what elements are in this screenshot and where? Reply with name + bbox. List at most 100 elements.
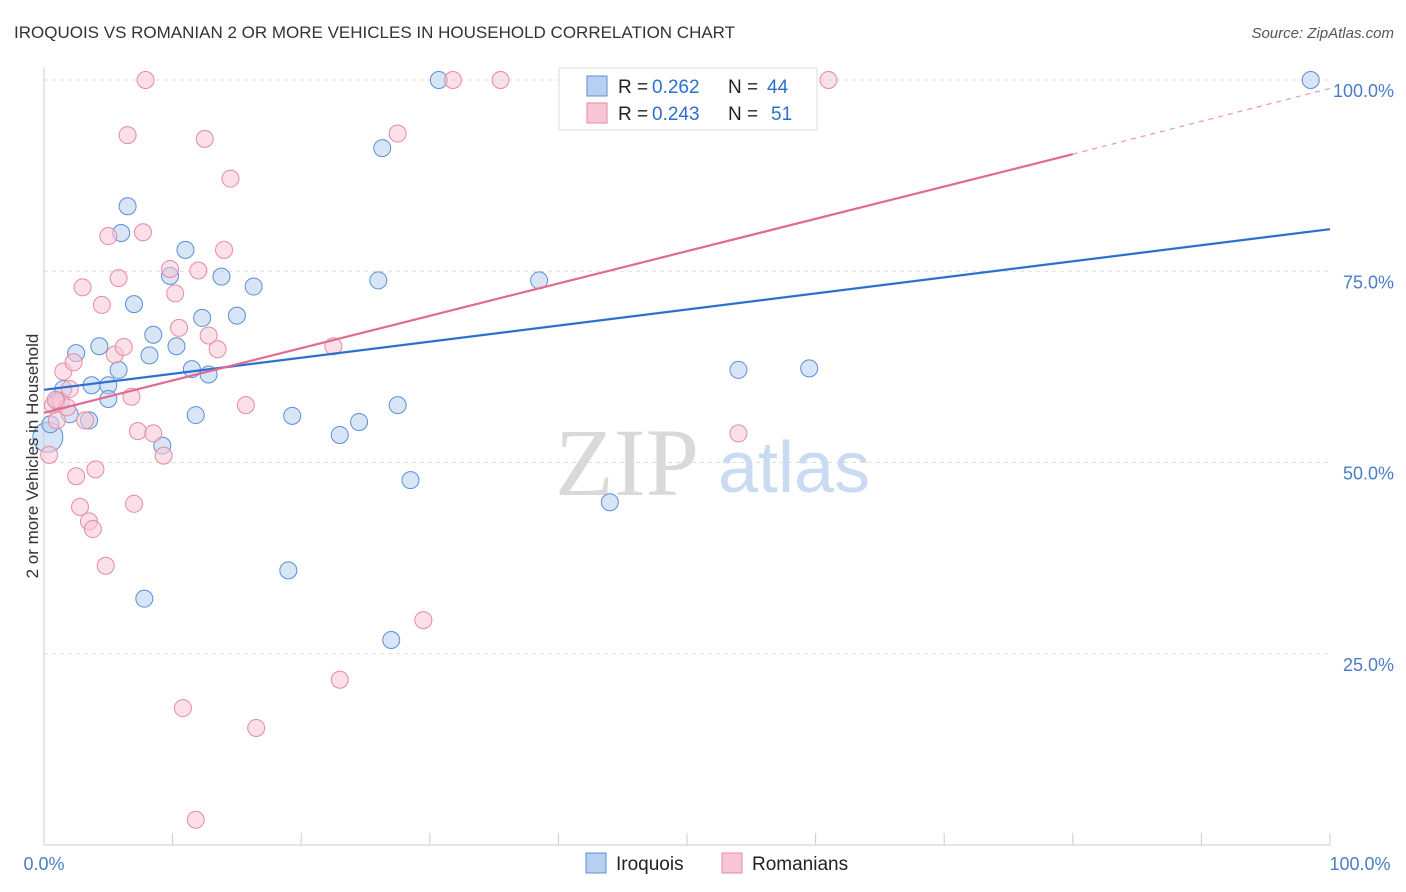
point-iroquois-8 (90, 337, 109, 356)
legend-n-value-romanians: 51 (771, 104, 792, 125)
chart-source: Source: ZipAtlas.com (1251, 25, 1394, 42)
series-legend: Iroquois Romanians (585, 852, 848, 875)
watermark-zip: ZIP (555, 409, 699, 516)
bottom-legend-swatch-iroquois (585, 852, 607, 874)
point-romanians-37 (221, 169, 240, 188)
y-tick-label-25: 25.0% (1343, 655, 1394, 675)
series-iroquois-points (32, 71, 1320, 649)
point-romanians-14 (96, 556, 115, 575)
point-iroquois-41 (800, 359, 819, 378)
trend-line-extension-romanians (1072, 87, 1331, 155)
point-romanians-19 (118, 126, 137, 145)
point-romanians-41 (330, 670, 349, 689)
point-romanians-36 (215, 240, 234, 259)
point-romanians-42 (388, 124, 407, 143)
point-romanians-28 (166, 284, 185, 303)
y-tick-label-100: 100.0% (1333, 81, 1394, 101)
point-iroquois-15 (140, 346, 159, 365)
point-iroquois-14 (125, 295, 144, 314)
point-romanians-9 (73, 278, 92, 297)
point-romanians-12 (86, 460, 105, 479)
point-romanians-34 (195, 129, 214, 148)
point-romanians-26 (154, 446, 173, 465)
y-axis-title: 2 or more Vehicles in Household (23, 334, 42, 579)
point-iroquois-13 (118, 197, 137, 216)
point-iroquois-31 (350, 412, 369, 431)
bottom-legend-swatch-romanians (721, 852, 743, 874)
point-romanians-18 (114, 337, 133, 356)
point-romanians-23 (134, 223, 153, 242)
point-iroquois-42 (135, 589, 154, 608)
point-romanians-50 (46, 390, 65, 409)
point-iroquois-33 (373, 139, 392, 158)
point-romanians-32 (189, 261, 208, 280)
point-iroquois-25 (212, 267, 231, 286)
point-romanians-29 (170, 318, 189, 337)
y-tick-label-50: 50.0% (1343, 464, 1394, 484)
point-romanians-48 (76, 411, 95, 430)
point-romanians-11 (83, 520, 102, 539)
point-romanians-45 (491, 71, 510, 89)
bottom-legend-label-iroquois: Iroquois (616, 854, 684, 875)
legend-r-label-romanians: R = (618, 104, 648, 125)
point-iroquois-35 (388, 396, 407, 415)
point-iroquois-16 (144, 325, 163, 344)
point-romanians-22 (128, 422, 147, 441)
point-iroquois-26 (227, 306, 246, 325)
point-iroquois-28 (279, 561, 298, 580)
point-romanians-21 (125, 494, 144, 513)
point-romanians-31 (186, 810, 205, 829)
point-iroquois-22 (186, 406, 205, 425)
bottom-legend-label-romanians: Romanians (752, 854, 848, 875)
point-romanians-6 (64, 353, 83, 372)
series-romanians-points (40, 71, 838, 829)
point-romanians-38 (236, 396, 255, 415)
point-romanians-39 (247, 718, 266, 737)
point-romanians-30 (173, 699, 192, 718)
point-romanians-24 (136, 71, 155, 89)
point-romanians-0 (40, 445, 59, 464)
point-iroquois-19 (167, 337, 186, 356)
stats-legend: R = 0.262 N = 44 R = 0.243 N = 51 (558, 67, 818, 131)
y-tick-labels: 25.0% 50.0% 75.0% 100.0% (1333, 81, 1394, 675)
point-iroquois-36 (401, 471, 420, 490)
y-tick-label-75: 75.0% (1343, 272, 1394, 292)
legend-r-value-romanians: 0.243 (652, 104, 700, 125)
point-romanians-46 (729, 424, 748, 443)
watermark-atlas: atlas (718, 428, 870, 508)
point-iroquois-11 (109, 360, 128, 379)
x-tick-label-0: 0.0% (23, 854, 64, 874)
point-romanians-2 (47, 411, 66, 430)
legend-n-label-iroquois: N = (728, 77, 758, 98)
point-romanians-13 (92, 295, 111, 314)
point-iroquois-29 (283, 406, 302, 425)
point-iroquois-23 (193, 308, 212, 327)
point-romanians-17 (109, 269, 128, 288)
point-iroquois-39 (600, 493, 619, 512)
point-romanians-8 (71, 497, 90, 516)
legend-n-value-iroquois: 44 (767, 77, 789, 98)
trend-lines (43, 87, 1331, 414)
point-romanians-47 (819, 71, 838, 89)
legend-n-label-romanians: N = (728, 104, 758, 125)
legend-swatch-iroquois (586, 75, 608, 97)
point-iroquois-27 (244, 277, 263, 296)
point-iroquois-40 (729, 360, 748, 379)
chart-title: IROQUOIS VS ROMANIAN 2 OR MORE VEHICLES … (14, 23, 735, 42)
point-romanians-43 (414, 611, 433, 630)
legend-r-label-iroquois: R = (618, 77, 648, 98)
point-iroquois-34 (382, 630, 401, 649)
x-tick-label-100: 100.0% (1329, 854, 1390, 874)
point-romanians-15 (99, 227, 118, 246)
point-romanians-44 (443, 71, 462, 89)
point-iroquois-20 (176, 240, 195, 259)
gridlines (44, 79, 1330, 655)
point-romanians-7 (67, 467, 86, 486)
trend-line-romanians (43, 153, 1074, 414)
point-iroquois-43 (1301, 71, 1320, 89)
point-romanians-27 (161, 259, 180, 278)
point-romanians-25 (144, 424, 163, 443)
x-ticks (43, 833, 1331, 845)
point-romanians-5 (60, 380, 79, 399)
